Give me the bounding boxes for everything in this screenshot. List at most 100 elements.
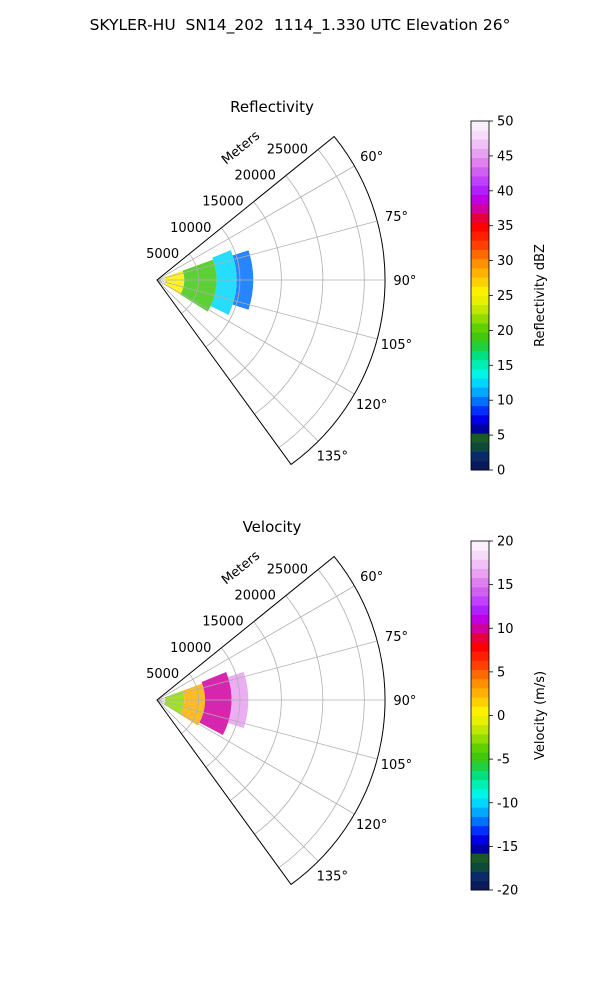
range-tick-label: 10000 bbox=[170, 641, 211, 656]
colorbar-band bbox=[471, 139, 489, 149]
colorbar-tick-label: -10 bbox=[497, 796, 518, 811]
range-tick-label: 5000 bbox=[146, 247, 179, 262]
colorbar-band bbox=[471, 203, 489, 214]
azimuth-tick-label: 120° bbox=[356, 398, 387, 413]
colorbar-band bbox=[471, 862, 489, 873]
colorbar-band bbox=[471, 715, 489, 726]
colorbar-tick-label: 45 bbox=[497, 149, 514, 164]
colorbar-band bbox=[471, 442, 489, 453]
colorbar-band bbox=[471, 697, 489, 707]
range-ring bbox=[229, 201, 282, 381]
azimuth-gridline bbox=[156, 279, 319, 442]
colorbar-band bbox=[471, 807, 489, 817]
colorbar-band bbox=[471, 304, 489, 315]
range-axis-label: Meters bbox=[219, 548, 263, 588]
azimuth-tick-label: 75° bbox=[385, 630, 408, 645]
colorbar-band bbox=[471, 313, 489, 324]
azimuth-tick-label: 90° bbox=[393, 694, 416, 709]
colorbar-band bbox=[471, 733, 489, 744]
azimuth-gridline bbox=[156, 699, 378, 760]
colorbar-tick-label: 35 bbox=[497, 219, 514, 234]
colorbar-band bbox=[471, 323, 489, 333]
colorbar-band bbox=[471, 332, 489, 342]
colorbar-band bbox=[471, 157, 489, 168]
range-ring bbox=[205, 227, 241, 348]
colorbar-band bbox=[471, 834, 489, 845]
chart-panel-1: 60° 75° 90° 105° 120° 135° 5000 10000 15000 20000… bbox=[146, 98, 548, 479]
colorbar-tick-label: 5 bbox=[497, 429, 505, 444]
colorbar-band bbox=[471, 350, 489, 361]
colorbar-band bbox=[471, 368, 489, 379]
colorbar-band bbox=[471, 642, 489, 652]
colorbar-band bbox=[471, 414, 489, 425]
colorbar-band bbox=[471, 341, 489, 352]
colorbar-band bbox=[471, 568, 489, 579]
colorbar-band bbox=[471, 541, 489, 551]
range-ring bbox=[181, 253, 199, 314]
colorbar-band bbox=[471, 770, 489, 781]
colorbar-band bbox=[471, 706, 489, 716]
colorbar-label: Reflectivity dBZ bbox=[533, 244, 548, 347]
colorbar-band bbox=[471, 743, 489, 753]
colorbar-band bbox=[471, 660, 489, 670]
range-tick-label: 25000 bbox=[267, 143, 308, 158]
colorbar-band bbox=[471, 724, 489, 735]
azimuth-tick-label: 105° bbox=[381, 758, 412, 773]
range-tick-label: 20000 bbox=[235, 169, 276, 184]
polar-frame bbox=[156, 135, 386, 466]
colorbar-band bbox=[471, 240, 489, 250]
colorbar-band bbox=[471, 788, 489, 799]
azimuth-tick-label: 120° bbox=[356, 818, 387, 833]
colorbar-band bbox=[471, 752, 489, 762]
range-ring bbox=[254, 595, 324, 835]
colorbar-band bbox=[471, 605, 489, 615]
colorbar-band bbox=[471, 678, 489, 689]
colorbar-band bbox=[471, 295, 489, 306]
colorbar-band bbox=[471, 451, 489, 462]
colorbar-tick-label: 20 bbox=[497, 535, 514, 550]
colorbar-band bbox=[471, 212, 489, 223]
colorbar-band bbox=[471, 433, 489, 443]
colorbar: -20 -15 -10 -5 0 5 10 15 20 Velocity (m/s) bbox=[470, 535, 548, 899]
range-axis-label: Meters bbox=[219, 128, 263, 168]
colorbar-tick-label: 10 bbox=[497, 622, 514, 637]
colorbar-band bbox=[471, 577, 489, 588]
colorbar-band bbox=[471, 424, 489, 434]
colorbar-band bbox=[471, 623, 489, 634]
azimuth-tick-label: 60° bbox=[360, 570, 383, 585]
colorbar-band bbox=[471, 231, 489, 241]
colorbar-band bbox=[471, 267, 489, 278]
colorbar-label: Velocity (m/s) bbox=[533, 671, 548, 760]
range-ring bbox=[205, 647, 241, 768]
colorbar-tick-label: 5 bbox=[497, 665, 505, 680]
azimuth-gridline bbox=[156, 585, 355, 701]
colorbar-tick-label: 20 bbox=[497, 324, 514, 339]
colorbar-tick-label: -20 bbox=[497, 884, 518, 899]
azimuth-gridline bbox=[156, 165, 355, 281]
colorbar-band bbox=[471, 687, 489, 698]
azimuth-gridline bbox=[156, 279, 355, 395]
range-ring bbox=[278, 149, 365, 449]
colorbar-band bbox=[471, 844, 489, 854]
azimuth-tick-label: 75° bbox=[385, 210, 408, 225]
colorbar-tick-label: 25 bbox=[497, 289, 514, 304]
range-ring bbox=[254, 175, 324, 415]
colorbar-band bbox=[471, 222, 489, 232]
colorbar-band bbox=[471, 816, 489, 827]
colorbar-tick-label: 0 bbox=[497, 709, 505, 724]
azimuth-tick-label: 90° bbox=[393, 274, 416, 289]
azimuth-gridline bbox=[156, 699, 355, 815]
chart-title: Velocity bbox=[243, 518, 302, 536]
colorbar-tick-label: 10 bbox=[497, 394, 514, 409]
colorbar-band bbox=[471, 130, 489, 140]
colorbar-band bbox=[471, 669, 489, 680]
range-ring bbox=[229, 621, 282, 801]
range-ring bbox=[278, 569, 365, 869]
colorbar-band bbox=[471, 194, 489, 205]
radar-echo-band bbox=[180, 683, 206, 726]
chart-panel-2: 60° 75° 90° 105° 120° 135° 5000 10000 15000 20000… bbox=[146, 518, 548, 899]
colorbar-band bbox=[471, 396, 489, 407]
azimuth-tick-label: 135° bbox=[317, 449, 348, 464]
colorbar-tick-label: 15 bbox=[497, 578, 514, 593]
range-ring bbox=[181, 673, 199, 734]
